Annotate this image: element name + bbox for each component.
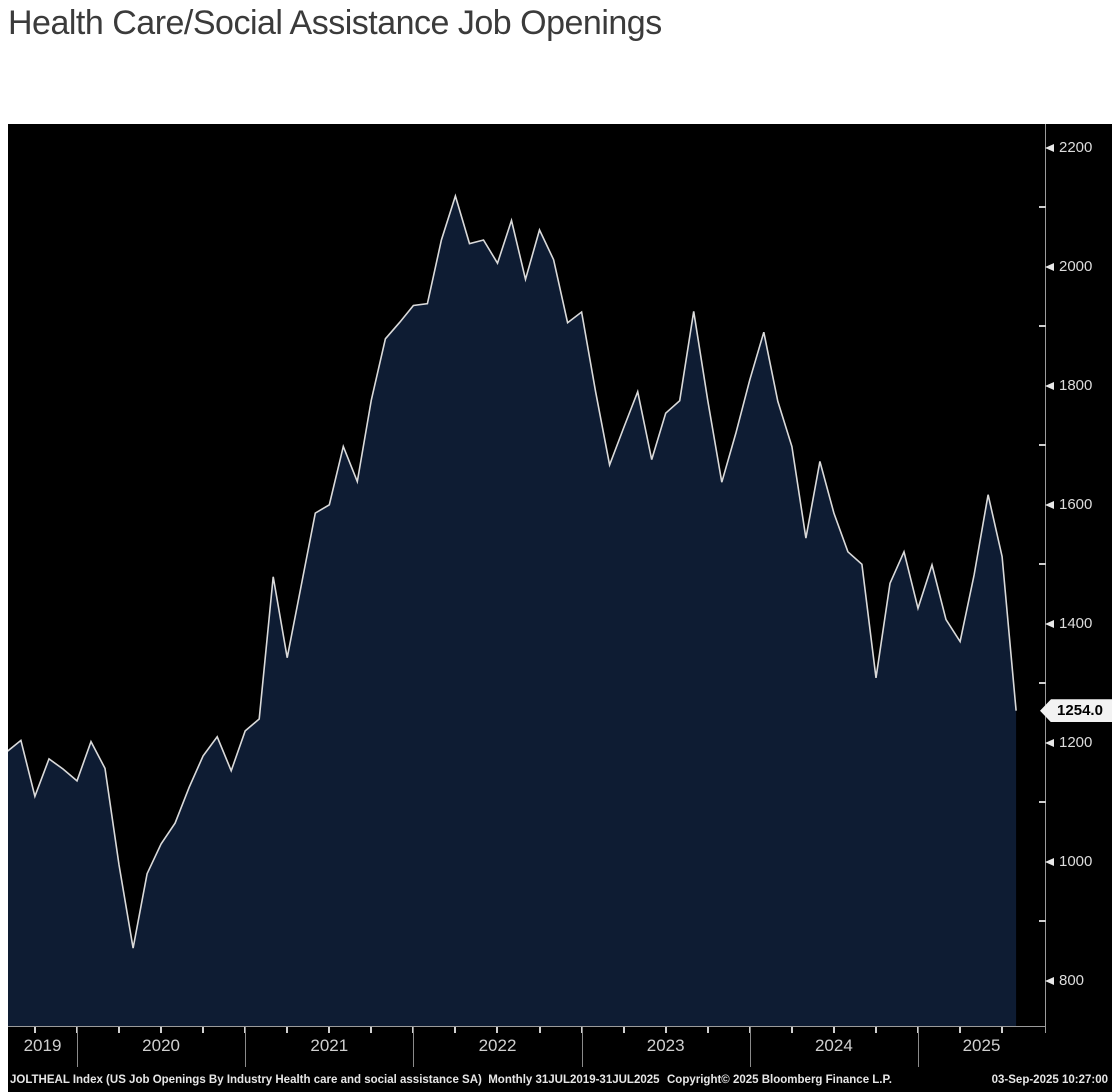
y-minor-tick — [1039, 682, 1046, 685]
footer-series-info: JOLTHEAL Index (US Job Openings By Indus… — [10, 1074, 660, 1086]
y-tick-label: 1200 — [1059, 733, 1093, 751]
x-quarter-tick — [706, 1027, 709, 1033]
x-quarter-tick — [286, 1027, 289, 1033]
y-axis-line — [1045, 124, 1046, 1033]
y-minor-tick — [1039, 206, 1046, 209]
y-tick-label: 1600 — [1059, 495, 1093, 513]
y-minor-tick — [1039, 563, 1046, 566]
x-quarter-tick — [538, 1027, 541, 1033]
x-quarter-tick — [118, 1027, 121, 1033]
x-year-label: 2023 — [646, 1036, 685, 1055]
x-quarter-tick — [959, 1027, 962, 1033]
y-minor-tick — [1039, 920, 1046, 923]
x-year-label: 2025 — [962, 1036, 1001, 1055]
area-fill — [8, 196, 1017, 1026]
y-tick-arrow-icon — [1045, 143, 1054, 152]
x-quarter-tick — [664, 1027, 667, 1033]
x-axis-line — [8, 1026, 1046, 1027]
x-quarter-tick — [790, 1027, 793, 1033]
x-quarter-tick — [328, 1027, 331, 1033]
y-tick-arrow-icon — [1045, 381, 1054, 390]
x-year-label: 2021 — [310, 1036, 349, 1055]
y-tick-arrow-icon — [1045, 619, 1054, 628]
x-quarter-tick — [202, 1027, 205, 1033]
year-separator-line — [918, 1027, 919, 1067]
y-tick-label: 2200 — [1059, 138, 1093, 156]
x-year-label: 2022 — [478, 1036, 517, 1055]
y-tick-arrow-icon — [1045, 976, 1054, 985]
y-minor-tick — [1039, 801, 1046, 804]
year-separator-line — [413, 1027, 415, 1067]
y-tick-arrow-icon — [1045, 500, 1054, 509]
bloomberg-chart-panel: 2200 2000 1800 1600 1400 1200 1000 800 2019 2020 2… — [8, 124, 1112, 1092]
y-tick-arrow-icon — [1045, 857, 1054, 866]
year-separator-line — [749, 1027, 751, 1067]
y-minor-tick — [1039, 444, 1046, 447]
x-quarter-tick — [370, 1027, 373, 1033]
x-quarter-tick — [496, 1027, 499, 1033]
area-chart-plot[interactable] — [8, 124, 1045, 1026]
x-year-label: 2020 — [142, 1036, 181, 1055]
x-quarter-tick — [1001, 1027, 1004, 1033]
y-tick-label: 1400 — [1059, 614, 1093, 632]
x-quarter-tick — [160, 1027, 163, 1033]
year-separator-line — [581, 1027, 583, 1067]
x-quarter-tick — [622, 1027, 625, 1033]
x-year-label: 2024 — [814, 1036, 853, 1055]
y-tick-label: 1000 — [1059, 852, 1093, 870]
year-separator-line — [245, 1027, 247, 1067]
footer-datetime: 03-Sep-2025 10:27:00 — [991, 1074, 1108, 1086]
x-quarter-tick — [454, 1027, 457, 1033]
year-separator-line — [77, 1027, 78, 1067]
y-tick-label: 800 — [1059, 971, 1085, 989]
page-title: Health Care/Social Assistance Job Openin… — [8, 4, 662, 42]
y-tick-arrow-icon — [1045, 738, 1054, 747]
chart-footer: JOLTHEAL Index (US Job Openings By Indus… — [8, 1068, 1112, 1092]
y-tick-label: 2000 — [1059, 257, 1093, 275]
y-minor-tick — [1039, 325, 1046, 328]
y-tick-arrow-icon — [1045, 262, 1054, 271]
series-line — [8, 193, 1017, 949]
x-year-label: 2019 — [23, 1036, 62, 1055]
x-quarter-tick — [33, 1027, 36, 1033]
last-value-tag: 1254.0 — [1040, 699, 1112, 723]
x-quarter-tick — [874, 1027, 877, 1033]
x-quarter-tick — [75, 1027, 78, 1033]
last-value-label: 1254.0 — [1057, 702, 1103, 720]
x-quarter-tick — [832, 1027, 835, 1033]
y-tick-label: 1800 — [1059, 376, 1093, 394]
footer-copyright: Copyright© 2025 Bloomberg Finance L.P. — [667, 1074, 892, 1086]
